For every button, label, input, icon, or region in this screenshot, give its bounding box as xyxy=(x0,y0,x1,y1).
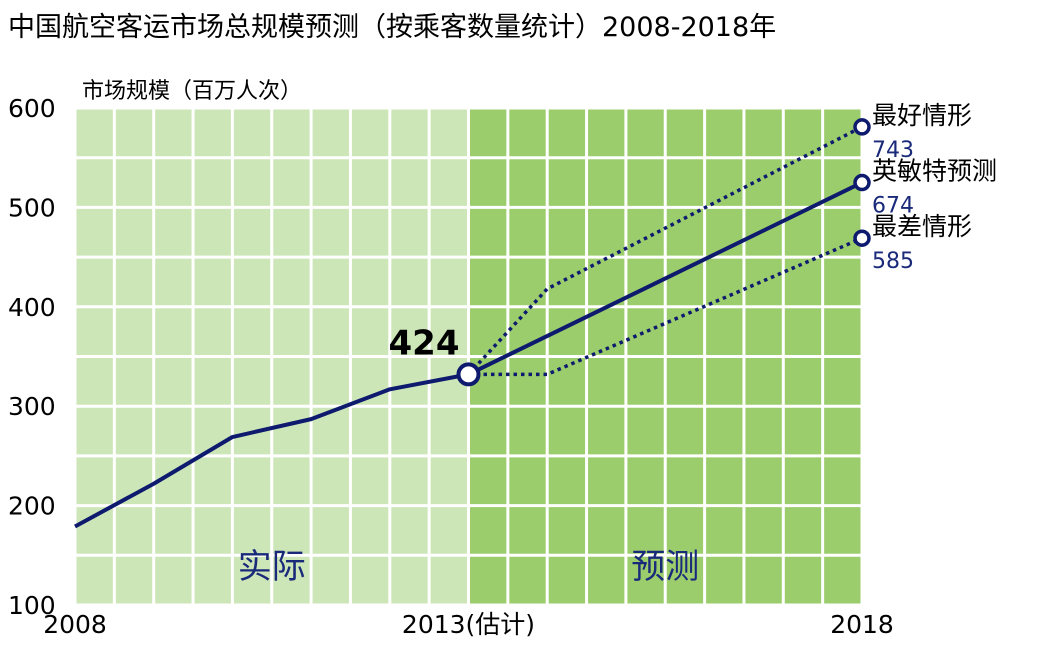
region-label-1: 预测 xyxy=(631,547,699,587)
y-tick-label: 500 xyxy=(8,193,56,222)
scenario-name-label: 最好情形 xyxy=(872,101,972,130)
x-tick-label: 2013(估计) xyxy=(402,610,535,639)
y-tick-labels: 100 200 300 400 500 600 xyxy=(8,94,56,620)
junction-marker xyxy=(456,362,481,387)
scenario-value-label: 585 xyxy=(872,249,914,274)
x-tick-label: 2018 xyxy=(830,610,894,639)
series-line-2 xyxy=(467,125,863,376)
x-tick-label: 2008 xyxy=(43,610,107,639)
series-end-marker xyxy=(853,229,871,247)
grid xyxy=(73,106,864,607)
scenario-name-label: 英敏特预测 xyxy=(872,157,997,186)
scenario-value-label: 674 xyxy=(872,194,914,219)
scenario-name-label: 最差情形 xyxy=(872,212,972,241)
y-tick-label: 100 xyxy=(8,591,56,620)
series-line-1 xyxy=(467,180,863,377)
y-tick-label: 600 xyxy=(8,94,56,123)
y-axis-label: 市场规模（百万人次） xyxy=(82,79,302,104)
annotations: 424 xyxy=(389,323,460,363)
series-line-0 xyxy=(74,372,469,529)
y-tick-label: 400 xyxy=(8,293,56,322)
series-end-marker xyxy=(853,118,871,136)
series-end-marker xyxy=(853,173,871,192)
region-label-0: 实际 xyxy=(238,547,306,587)
y-tick-label: 200 xyxy=(8,492,56,521)
series-markers xyxy=(456,118,871,387)
scenario-value-label: 743 xyxy=(872,138,914,163)
y-tick-label: 300 xyxy=(8,392,56,421)
chart-title: 中国航空客运市场总规模预测（按乘客数量统计）2008-2018年 xyxy=(8,12,776,43)
series-lines xyxy=(74,125,863,529)
region-labels: 实际 预测 xyxy=(238,547,700,587)
x-tick-labels: 2008 2013(估计) 2018 xyxy=(43,610,894,639)
scenario-labels: 英敏特预测 674 最好情形 743 最差情形 585 xyxy=(872,101,997,274)
annotation-label: 424 xyxy=(389,323,460,363)
